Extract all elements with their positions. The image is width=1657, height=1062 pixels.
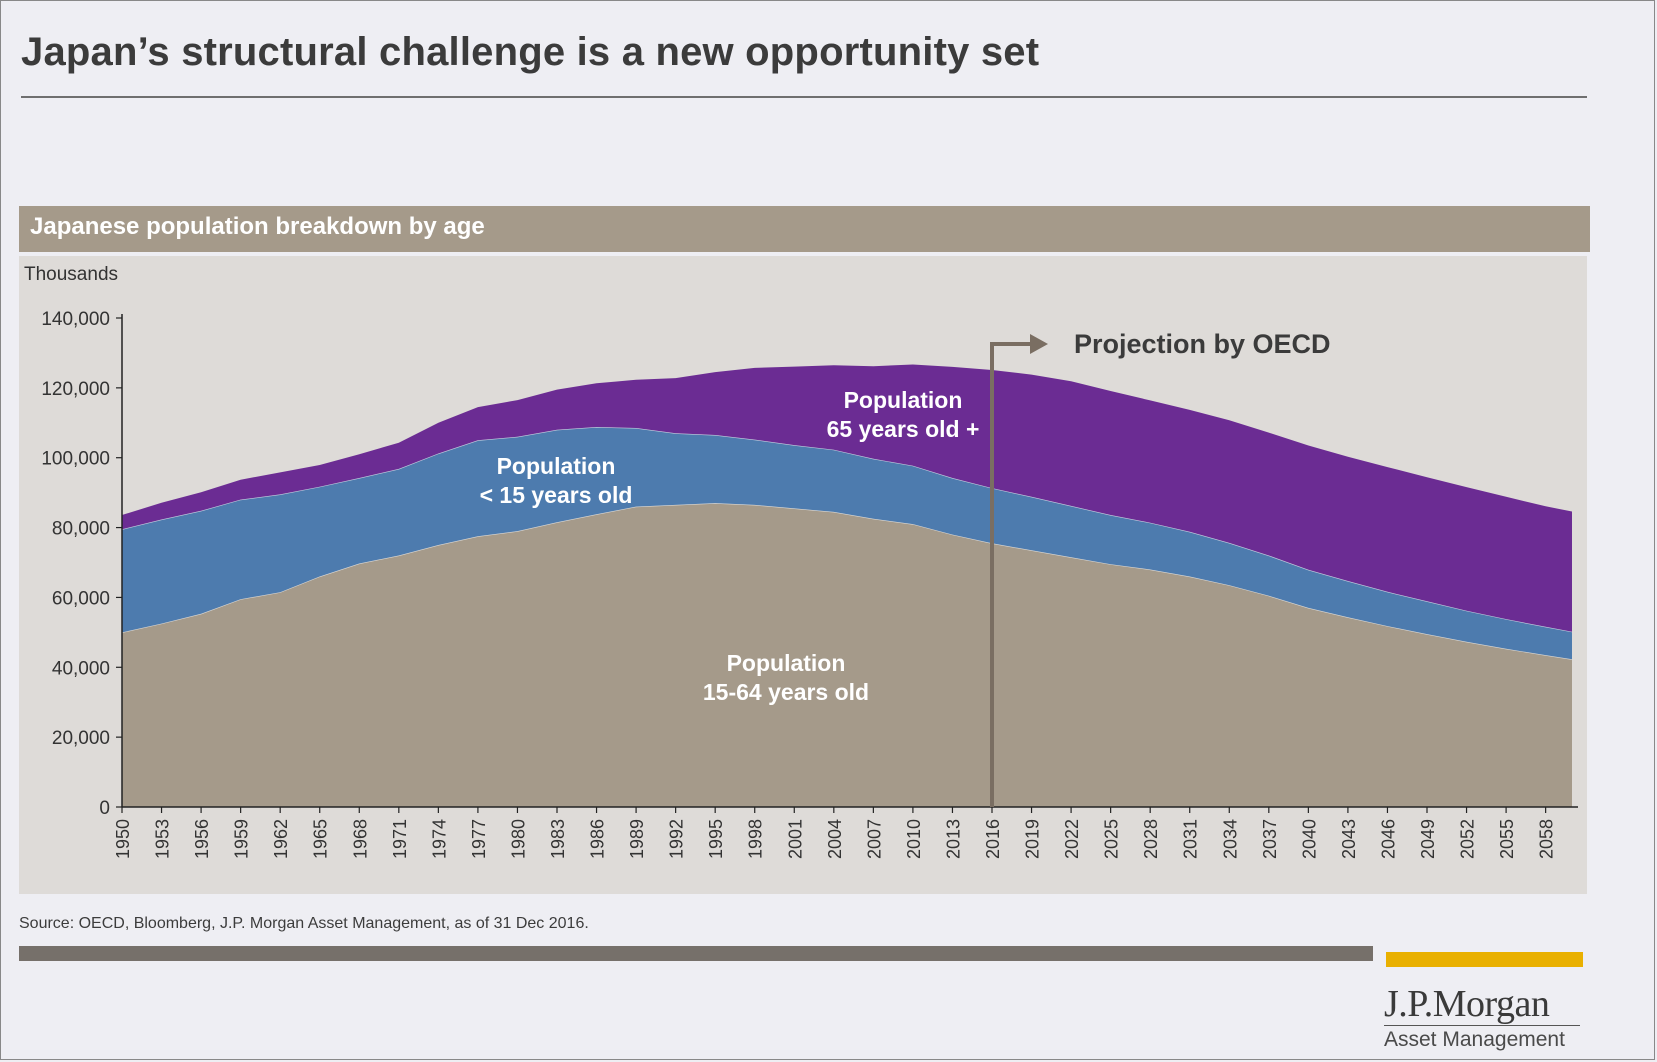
chart-axes (121, 314, 1578, 808)
y-tick-label: 120,000 (41, 379, 110, 400)
page-title: Japan’s structural challenge is a new op… (21, 30, 1040, 74)
x-tick-label: 2022 (1062, 819, 1082, 859)
x-tick-label: 1989 (627, 819, 647, 859)
x-tick-label: 1968 (350, 819, 370, 859)
x-tick-label: 2034 (1220, 819, 1240, 859)
label-under-15: Population < 15 years old (480, 453, 633, 508)
source-note: Source: OECD, Bloomberg, J.P. Morgan Ass… (19, 915, 589, 932)
x-tick-label: 1959 (232, 819, 252, 859)
y-tick-label: 60,000 (52, 588, 110, 609)
y-tick-label: 80,000 (52, 519, 110, 540)
x-tick-label: 1998 (746, 819, 766, 859)
logo-rule (1384, 1025, 1580, 1026)
x-tick-label: 2058 (1537, 819, 1557, 859)
y-tick-label: 0 (99, 798, 110, 819)
y-tick-label: 100,000 (41, 449, 110, 470)
area-15-64 (122, 503, 1572, 807)
projection-arrowhead (1030, 334, 1048, 354)
y-axis-label: Thousands (24, 264, 118, 285)
logo-sub: Asset Management (1384, 1028, 1565, 1051)
area-65-plus (122, 364, 1572, 632)
chart-annotations: Projection by OECD (990, 329, 1331, 807)
chart-labels: Thousands Population 65 years old + Populat… (24, 264, 979, 705)
chart-header-bar (19, 206, 1590, 252)
footer-bar-grey (19, 946, 1373, 961)
x-tick-label: 2004 (825, 819, 845, 859)
logo-name: J.P.Morgan (1384, 983, 1550, 1025)
y-tick-label: 20,000 (52, 728, 110, 749)
area-under-15-edge (121, 426, 1573, 633)
x-tick-label: 2037 (1260, 819, 1280, 859)
label-15-64: Population 15-64 years old (703, 650, 869, 705)
projection-label: Projection by OECD (1074, 329, 1331, 359)
x-tick-label: 2028 (1141, 819, 1161, 859)
x-tick-label: 2040 (1299, 819, 1319, 859)
jpmorgan-logo: J.P.Morgan Asset Management (1384, 984, 1584, 1052)
x-tick-label: 2001 (785, 819, 805, 859)
x-tick-label: 2013 (944, 819, 964, 859)
x-tick-label: 2049 (1418, 819, 1438, 859)
chart-areas (121, 364, 1573, 807)
x-tick-label: 1962 (271, 819, 291, 859)
x-tick-label: 1971 (390, 819, 410, 859)
x-tick-label: 1983 (548, 819, 568, 859)
x-tick-label: 2055 (1497, 819, 1517, 859)
x-tick-label: 1980 (509, 819, 529, 859)
x-tick-label: 2019 (1023, 819, 1043, 859)
x-tick-label: 1992 (667, 819, 687, 859)
x-tick-label: 2016 (983, 819, 1003, 859)
x-tick-label: 2010 (904, 819, 924, 859)
x-tick-label: 2043 (1339, 819, 1359, 859)
x-tick-label: 1956 (192, 819, 212, 859)
x-tick-label: 2052 (1458, 819, 1478, 859)
label-65-plus: Population 65 years old + (827, 387, 980, 442)
x-tick-label: 1953 (153, 819, 173, 859)
chart-title: Japanese population breakdown by age (30, 213, 485, 240)
x-tick-label: 1974 (429, 819, 449, 859)
x-tick-label: 1965 (311, 819, 331, 859)
x-tick-label: 2031 (1181, 819, 1201, 859)
x-tick-label: 1986 (588, 819, 608, 859)
x-tick-label: 1995 (706, 819, 726, 859)
x-tick-label: 1977 (469, 819, 489, 859)
title-divider (21, 96, 1587, 98)
y-tick-label: 40,000 (52, 658, 110, 679)
y-tick-label: 140,000 (41, 309, 110, 330)
area-under-15 (122, 427, 1572, 660)
x-tick-label: 2007 (864, 819, 884, 859)
x-tick-label: 1950 (113, 819, 133, 859)
x-tick-label: 2046 (1379, 819, 1399, 859)
footer-bar-gold (1386, 952, 1583, 967)
x-tick-label: 2025 (1102, 819, 1122, 859)
chart-ticks: 0 20,000 40,000 60,000 80,000 100,000 120,000 1… (41, 309, 1556, 859)
